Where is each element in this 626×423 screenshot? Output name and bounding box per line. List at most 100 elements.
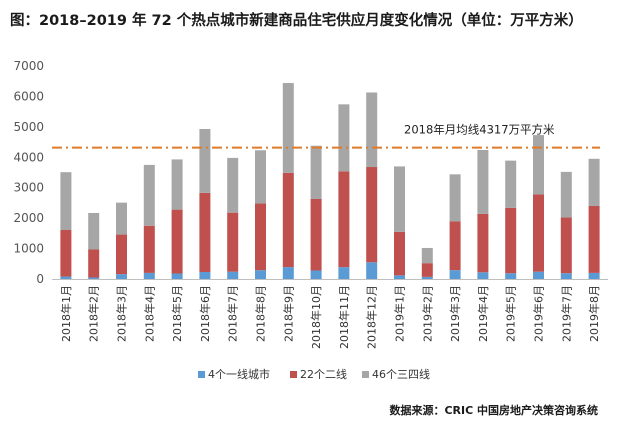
bar-series xyxy=(60,83,600,279)
legend-swatch xyxy=(290,371,297,378)
legend-swatch xyxy=(362,371,369,378)
bar-segment-2 xyxy=(588,205,600,273)
bar-segment-2 xyxy=(338,171,350,268)
data-source: 数据来源：CRIC 中国房地产决策咨询系统 xyxy=(389,404,598,417)
bar-segment-3 xyxy=(338,104,350,172)
bar-segment-2 xyxy=(282,172,294,268)
x-category-label: 2018年6月 xyxy=(198,285,212,342)
bar-segment-2 xyxy=(366,167,378,263)
bar-segment-3 xyxy=(533,135,544,195)
x-category-label: 2018年7月 xyxy=(226,285,240,342)
bar-segment-2 xyxy=(477,213,489,273)
bar-segment-1 xyxy=(199,272,211,279)
bar-segment-3 xyxy=(366,92,378,168)
y-tick-label: 6000 xyxy=(13,89,44,103)
bar-segment-3 xyxy=(394,166,405,232)
bar-segment-3 xyxy=(227,157,239,213)
bar-segment-1 xyxy=(533,271,544,279)
bar-segment-1 xyxy=(421,276,433,279)
bar-segment-1 xyxy=(143,272,155,279)
bar-segment-2 xyxy=(421,263,433,277)
reference-line-label: 2018年月均线4317万平方米 xyxy=(404,123,555,137)
bar-segment-1 xyxy=(255,270,266,279)
x-category-label: 2019年1月 xyxy=(393,285,407,342)
bar-segment-1 xyxy=(282,267,294,279)
y-tick-label: 7000 xyxy=(13,59,44,73)
x-category-label: 2019年3月 xyxy=(448,285,462,342)
reference-line-group: 2018年月均线4317万平方米 xyxy=(52,123,600,149)
x-category-label: 2018年8月 xyxy=(254,285,268,342)
bar-segment-1 xyxy=(171,273,183,279)
bar-segment-1 xyxy=(366,262,378,279)
bar-segment-1 xyxy=(588,272,600,279)
bar-segment-3 xyxy=(116,202,127,235)
x-axis: 2018年1月 2018年2月 2018年3月 2018年4月 2018年5月 2018年… xyxy=(52,279,608,349)
bar-segment-2 xyxy=(560,217,572,274)
x-category-label: 2018年9月 xyxy=(281,285,295,342)
x-category-label: 2019年5月 xyxy=(504,285,518,342)
bar-segment-1 xyxy=(60,276,72,279)
bar-segment-2 xyxy=(60,230,72,277)
bar-segment-1 xyxy=(505,273,517,279)
bar-segment-2 xyxy=(116,234,127,275)
x-category-label: 2019年7月 xyxy=(559,285,573,342)
bar-segment-3 xyxy=(255,150,266,204)
x-category-label: 2018年11月 xyxy=(337,285,351,349)
x-category-label: 2019年2月 xyxy=(420,285,434,342)
bar-segment-2 xyxy=(199,192,211,273)
y-tick-label: 5000 xyxy=(13,120,44,134)
bar-segment-1 xyxy=(560,273,572,279)
bar-segment-3 xyxy=(449,174,461,222)
x-category-label: 2018年5月 xyxy=(170,285,184,342)
legend-swatch xyxy=(198,371,205,378)
bar-segment-1 xyxy=(88,277,100,279)
bar-segment-3 xyxy=(560,171,572,218)
bar-segment-3 xyxy=(310,145,322,199)
legend-label: 4个一线城市 xyxy=(208,367,270,381)
bar-segment-3 xyxy=(421,247,433,264)
x-category-label: 2018年1月 xyxy=(59,285,73,342)
bar-segment-2 xyxy=(533,194,544,272)
bar-segment-3 xyxy=(143,164,155,226)
bar-segment-3 xyxy=(588,158,600,206)
bar-segment-2 xyxy=(310,198,322,271)
x-category-label: 2019年8月 xyxy=(587,285,601,342)
y-axis: 0 1000 2000 3000 4000 5000 6000 7000 xyxy=(13,59,44,286)
bar-segment-3 xyxy=(282,83,294,173)
legend: 4个一线城市 22个二线 46个三四线 xyxy=(198,367,430,381)
x-category-label: 2018年2月 xyxy=(87,285,101,342)
bar-segment-1 xyxy=(310,270,322,279)
bar-segment-2 xyxy=(505,207,517,274)
bar-segment-2 xyxy=(88,249,100,278)
bar-segment-2 xyxy=(171,209,183,274)
bar-segment-3 xyxy=(88,212,100,250)
bar-segment-2 xyxy=(449,221,461,271)
bar-segment-2 xyxy=(227,212,239,272)
bar-segment-2 xyxy=(394,231,405,276)
chart-title: 图：2018–2019 年 72 个热点城市新建商品住宅供应月度变化情况（单位：… xyxy=(10,13,583,29)
bar-segment-1 xyxy=(116,274,127,279)
bar-segment-1 xyxy=(449,270,461,279)
bar-segment-3 xyxy=(171,159,183,210)
bar-segment-1 xyxy=(227,271,239,279)
x-category-label: 2018年10月 xyxy=(309,285,323,349)
y-tick-label: 3000 xyxy=(13,181,44,195)
legend-label: 22个二线 xyxy=(300,367,347,381)
bar-segment-2 xyxy=(255,203,266,271)
x-category-label: 2018年3月 xyxy=(115,285,129,342)
bar-segment-3 xyxy=(477,149,489,214)
bar-segment-3 xyxy=(199,128,211,193)
x-category-label: 2019年4月 xyxy=(476,285,490,342)
x-category-label: 2018年12月 xyxy=(365,285,379,349)
y-tick-label: 2000 xyxy=(13,211,44,225)
bar-segment-3 xyxy=(505,160,517,208)
x-category-label: 2018年4月 xyxy=(142,285,156,342)
bar-segment-1 xyxy=(338,267,350,279)
y-tick-label: 1000 xyxy=(13,242,44,256)
legend-label: 46个三四线 xyxy=(372,367,430,381)
bar-segment-2 xyxy=(143,225,155,273)
bar-segment-3 xyxy=(60,172,72,231)
y-tick-label: 4000 xyxy=(13,150,44,164)
x-category-label: 2019年6月 xyxy=(532,285,546,342)
